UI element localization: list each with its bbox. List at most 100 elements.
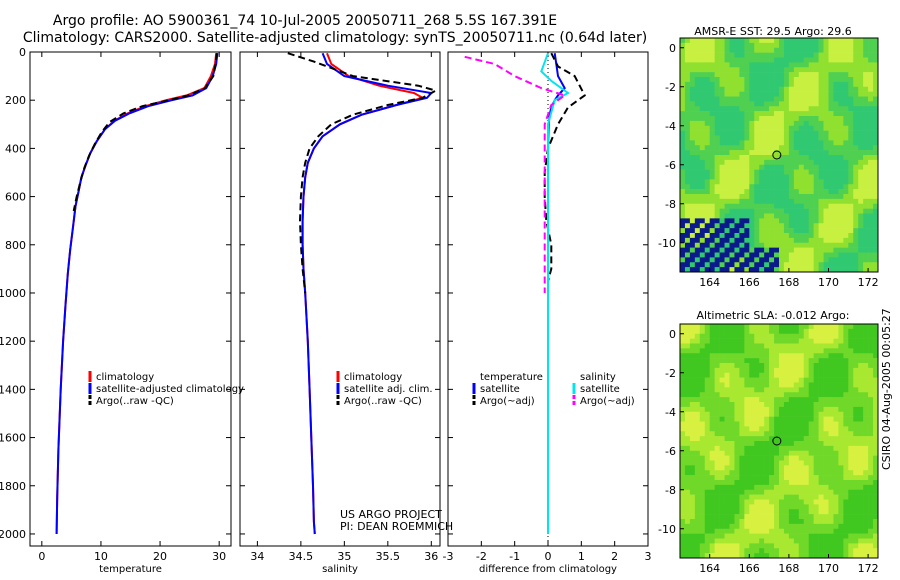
sst-cell bbox=[729, 218, 735, 224]
sla-cell bbox=[719, 324, 725, 330]
sst-cell bbox=[823, 267, 829, 273]
sla-cell bbox=[754, 523, 760, 530]
chart-title-line2: Climatology: CARS2000. Satellite-adjuste… bbox=[22, 30, 648, 46]
sla-cell bbox=[823, 494, 829, 500]
sla-cell bbox=[783, 353, 790, 359]
sla-cell bbox=[798, 392, 805, 398]
sla-cell bbox=[714, 387, 720, 393]
sst-cell bbox=[744, 267, 750, 273]
sla-cell bbox=[734, 548, 740, 554]
sst-cell bbox=[843, 52, 849, 58]
sst-cell bbox=[774, 62, 780, 68]
sst-cell bbox=[843, 174, 849, 180]
sla-cell bbox=[863, 465, 869, 471]
sla-cell bbox=[759, 377, 765, 383]
sla-cell bbox=[749, 441, 755, 447]
sla-cell bbox=[709, 397, 715, 403]
sst-cell bbox=[818, 135, 824, 141]
sst-cell bbox=[803, 223, 809, 229]
sla-cell bbox=[699, 411, 706, 417]
sla-cell bbox=[704, 358, 710, 364]
sst-cell bbox=[774, 47, 780, 53]
sla-cell bbox=[684, 338, 691, 344]
sla-cell bbox=[793, 475, 800, 481]
sla-cell bbox=[823, 499, 829, 505]
sst-cell bbox=[694, 91, 701, 97]
sst-cell bbox=[719, 179, 725, 185]
sst-cell bbox=[739, 77, 745, 83]
sal-xlabel: salinity bbox=[322, 564, 358, 575]
sst-cell bbox=[858, 111, 864, 117]
sst-cell bbox=[873, 155, 879, 161]
sst-cell bbox=[754, 81, 760, 88]
sla-cell bbox=[843, 363, 849, 369]
sst-cell bbox=[828, 223, 834, 229]
sla-cell bbox=[769, 499, 775, 505]
sla-cell bbox=[680, 382, 686, 388]
sst-cell bbox=[704, 150, 710, 156]
sla-cell bbox=[868, 519, 874, 525]
sst-cell bbox=[699, 130, 706, 136]
sst-cell bbox=[774, 120, 780, 127]
sst-cell bbox=[764, 198, 770, 205]
sla-cell bbox=[754, 475, 760, 481]
sla-cell bbox=[774, 450, 780, 456]
sst-cell bbox=[783, 42, 790, 49]
sst-cell bbox=[788, 81, 795, 88]
sst-cell bbox=[739, 155, 745, 161]
sla-cell bbox=[783, 372, 790, 378]
sla-cell bbox=[848, 387, 854, 393]
sst-cell bbox=[724, 150, 730, 156]
sla-cell bbox=[759, 455, 765, 461]
sst-ytick-label-1: -2 bbox=[665, 81, 676, 94]
sla-cell bbox=[779, 426, 785, 432]
sla-cell bbox=[694, 460, 701, 466]
sla-cell bbox=[684, 509, 691, 515]
sla-cell bbox=[684, 353, 691, 359]
sst-cell bbox=[843, 77, 849, 83]
sla-cell bbox=[744, 411, 750, 417]
depth-tick-label-8: 1600 bbox=[0, 432, 26, 445]
sst-cell bbox=[868, 140, 874, 146]
sla-cell bbox=[739, 519, 745, 525]
sla-cell bbox=[744, 489, 750, 495]
sla-cell bbox=[838, 436, 844, 442]
sst-cell bbox=[694, 52, 701, 58]
sst-cell bbox=[744, 150, 750, 156]
sla-cell bbox=[754, 416, 760, 422]
sla-cell bbox=[704, 426, 710, 432]
sla-cell bbox=[833, 372, 839, 378]
sst-cell bbox=[689, 242, 696, 248]
sst-cell bbox=[744, 169, 750, 175]
sla-cell bbox=[873, 519, 879, 525]
sla-cell bbox=[764, 343, 770, 349]
sla-cell bbox=[759, 509, 765, 515]
sst-cell bbox=[838, 67, 844, 73]
sst-cell bbox=[759, 62, 765, 68]
sst-cell bbox=[818, 223, 824, 229]
sla-cell bbox=[719, 553, 725, 559]
sla-cell bbox=[729, 377, 735, 383]
sla-cell bbox=[833, 382, 839, 388]
sst-cell bbox=[754, 86, 760, 92]
sla-cell bbox=[838, 509, 844, 515]
sla-xtick-label-0: 164 bbox=[699, 562, 720, 575]
sla-cell bbox=[868, 445, 874, 452]
sla-cell bbox=[699, 489, 706, 495]
sla-cell bbox=[823, 523, 829, 530]
sla-cell bbox=[873, 436, 879, 442]
sst-cell bbox=[863, 184, 869, 190]
sla-cell bbox=[769, 421, 775, 427]
sla-cell bbox=[764, 504, 770, 510]
sst-cell bbox=[689, 101, 696, 107]
sst-cell bbox=[724, 237, 730, 244]
sst-cell bbox=[783, 237, 790, 244]
sla-cell bbox=[684, 470, 691, 476]
sla-cell bbox=[833, 402, 839, 408]
sst-cell bbox=[749, 159, 755, 166]
sla-cell bbox=[828, 441, 834, 447]
sla-cell bbox=[719, 494, 725, 500]
sla-cell bbox=[808, 426, 814, 432]
sst-cell bbox=[769, 135, 775, 141]
sst-cell bbox=[680, 203, 686, 209]
